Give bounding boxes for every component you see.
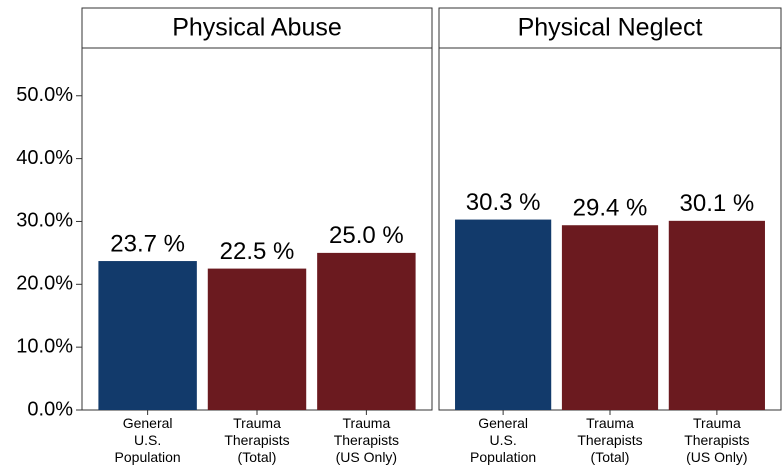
y-tick-label: 0.0% <box>27 398 73 420</box>
x-tick-label-line: Population <box>470 449 536 465</box>
value-label: 22.5 % <box>220 238 295 265</box>
x-tick-label-line: Therapists <box>577 432 642 448</box>
x-tick-label: Trauma Therapists (US Only) <box>334 415 399 465</box>
x-tick-label-line: General <box>123 415 173 431</box>
value-label: 30.1 % <box>680 190 755 217</box>
x-tick-label-line: (US Only) <box>686 449 747 465</box>
bar <box>455 219 552 410</box>
x-tick-label: General U.S. Population <box>115 415 181 465</box>
bar <box>561 225 659 410</box>
x-tick-label-line: U.S. <box>134 432 161 448</box>
bar <box>317 252 416 410</box>
x-tick-label-line: Trauma <box>233 415 281 431</box>
x-tick-label: Trauma Therapists (US Only) <box>684 415 749 465</box>
y-tick-label: 30.0% <box>16 210 73 232</box>
x-tick-label-line: U.S. <box>490 432 517 448</box>
y-tick-label: 50.0% <box>16 84 73 106</box>
strip-title: Physical Abuse <box>172 14 342 42</box>
value-label: 23.7 % <box>110 230 185 257</box>
value-label: 25.0 % <box>329 222 404 249</box>
x-tick-label: General U.S. Population <box>470 415 536 465</box>
x-tick-label: Trauma Therapists (Total) <box>577 415 642 465</box>
bar <box>207 268 307 410</box>
strip-box <box>81 7 433 49</box>
x-tick-label-line: Trauma <box>343 415 391 431</box>
value-label: 29.4 % <box>573 195 648 222</box>
y-tick-label: 40.0% <box>16 147 73 169</box>
x-tick-label-line: (US Only) <box>336 449 397 465</box>
value-label: 30.3 % <box>466 189 541 216</box>
strip-title: Physical Neglect <box>518 14 703 42</box>
x-tick-label-line: Population <box>115 449 181 465</box>
y-tick-label: 10.0% <box>16 335 73 357</box>
x-tick-label-line: (Total) <box>238 449 277 465</box>
x-tick-label: Trauma Therapists (Total) <box>224 415 289 465</box>
strip-box <box>438 7 782 49</box>
bar <box>668 220 765 410</box>
x-tick-label-line: (Total) <box>591 449 630 465</box>
x-tick-label-line: Trauma <box>693 415 741 431</box>
x-tick-label-line: General <box>478 415 528 431</box>
x-tick-label-line: Therapists <box>334 432 399 448</box>
y-tick-label: 20.0% <box>16 273 73 295</box>
x-tick-label-line: Therapists <box>684 432 749 448</box>
x-tick-label-line: Trauma <box>586 415 634 431</box>
x-tick-label-line: Therapists <box>224 432 289 448</box>
bar <box>98 261 197 410</box>
